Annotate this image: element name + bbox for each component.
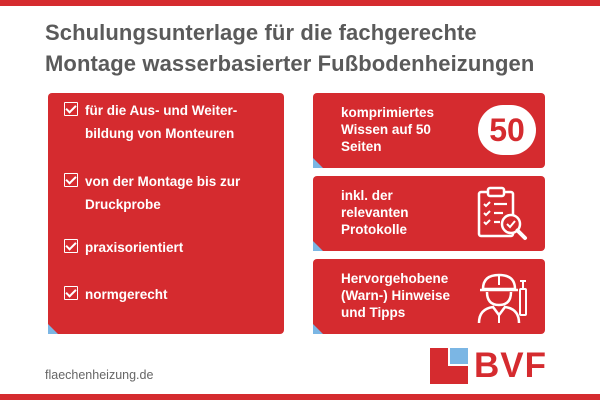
corner-fold [313, 241, 323, 251]
highlight-card-pages: komprimiertes Wissen auf 50 Seiten 50 [313, 93, 545, 168]
corner-fold [48, 324, 58, 334]
corner-fold [313, 158, 323, 168]
highlight-text: Hervorgehobene (Warn-) Hinweise und Tipp… [341, 270, 486, 321]
feature-line: normgerecht [85, 287, 168, 302]
feature-line: Druckprobe [85, 197, 161, 212]
highlight-line: Wissen auf 50 [341, 122, 431, 137]
highlight-card-protocols: inkl. der relevanten Protokolle [313, 176, 545, 251]
checkbox-icon [64, 286, 78, 300]
page-title-line-2: Montage wasserbasierter Fußbodenheizunge… [45, 51, 535, 76]
worker-helmet-icon [477, 273, 527, 324]
website-label: flaechenheizung.de [45, 368, 154, 382]
bottom-accent-bar [0, 394, 600, 400]
checkbox-icon [64, 102, 78, 116]
highlight-line: Protokolle [341, 222, 408, 237]
page-count-badge: 50 [478, 105, 536, 155]
feature-line: für die Aus- und Weiter- [85, 103, 238, 118]
feature-line: praxisorientiert [85, 240, 184, 255]
highlight-line: inkl. der [341, 188, 393, 203]
page-title-line-1: Schulungsunterlage für die fachgerechte [45, 20, 477, 45]
clipboard-checklist-icon [477, 186, 527, 240]
features-card: für die Aus- und Weiter- bildung von Mon… [48, 93, 284, 334]
feature-item: für die Aus- und Weiter- bildung von Mon… [64, 99, 274, 145]
highlight-card-tips: Hervorgehobene (Warn-) Hinweise und Tipp… [313, 259, 545, 334]
checkbox-icon [64, 239, 78, 253]
feature-item: praxisorientiert [64, 236, 274, 259]
top-accent-bar [0, 0, 600, 6]
bvf-logo-mark-icon [430, 348, 468, 384]
bvf-logo-text: BVF [474, 346, 547, 385]
highlight-line: relevanten [341, 205, 409, 220]
highlight-line: komprimiertes [341, 105, 435, 120]
feature-line: bildung von Monteuren [85, 126, 235, 141]
highlight-text: komprimiertes Wissen auf 50 Seiten [341, 104, 486, 155]
bvf-logo: BVF [430, 346, 550, 386]
page-title: Schulungsunterlage für die fachgerechte … [45, 17, 565, 79]
corner-fold [313, 324, 323, 334]
highlight-line: und Tipps [341, 305, 406, 320]
feature-item: von der Montage bis zur Druckprobe [64, 170, 274, 216]
highlight-line: Seiten [341, 139, 382, 154]
feature-line: von der Montage bis zur [85, 174, 241, 189]
checkbox-icon [64, 173, 78, 187]
highlight-line: Hervorgehobene [341, 271, 449, 286]
feature-item: normgerecht [64, 283, 274, 306]
highlight-line: (Warn-) Hinweise [341, 288, 451, 303]
highlight-text: inkl. der relevanten Protokolle [341, 187, 486, 238]
